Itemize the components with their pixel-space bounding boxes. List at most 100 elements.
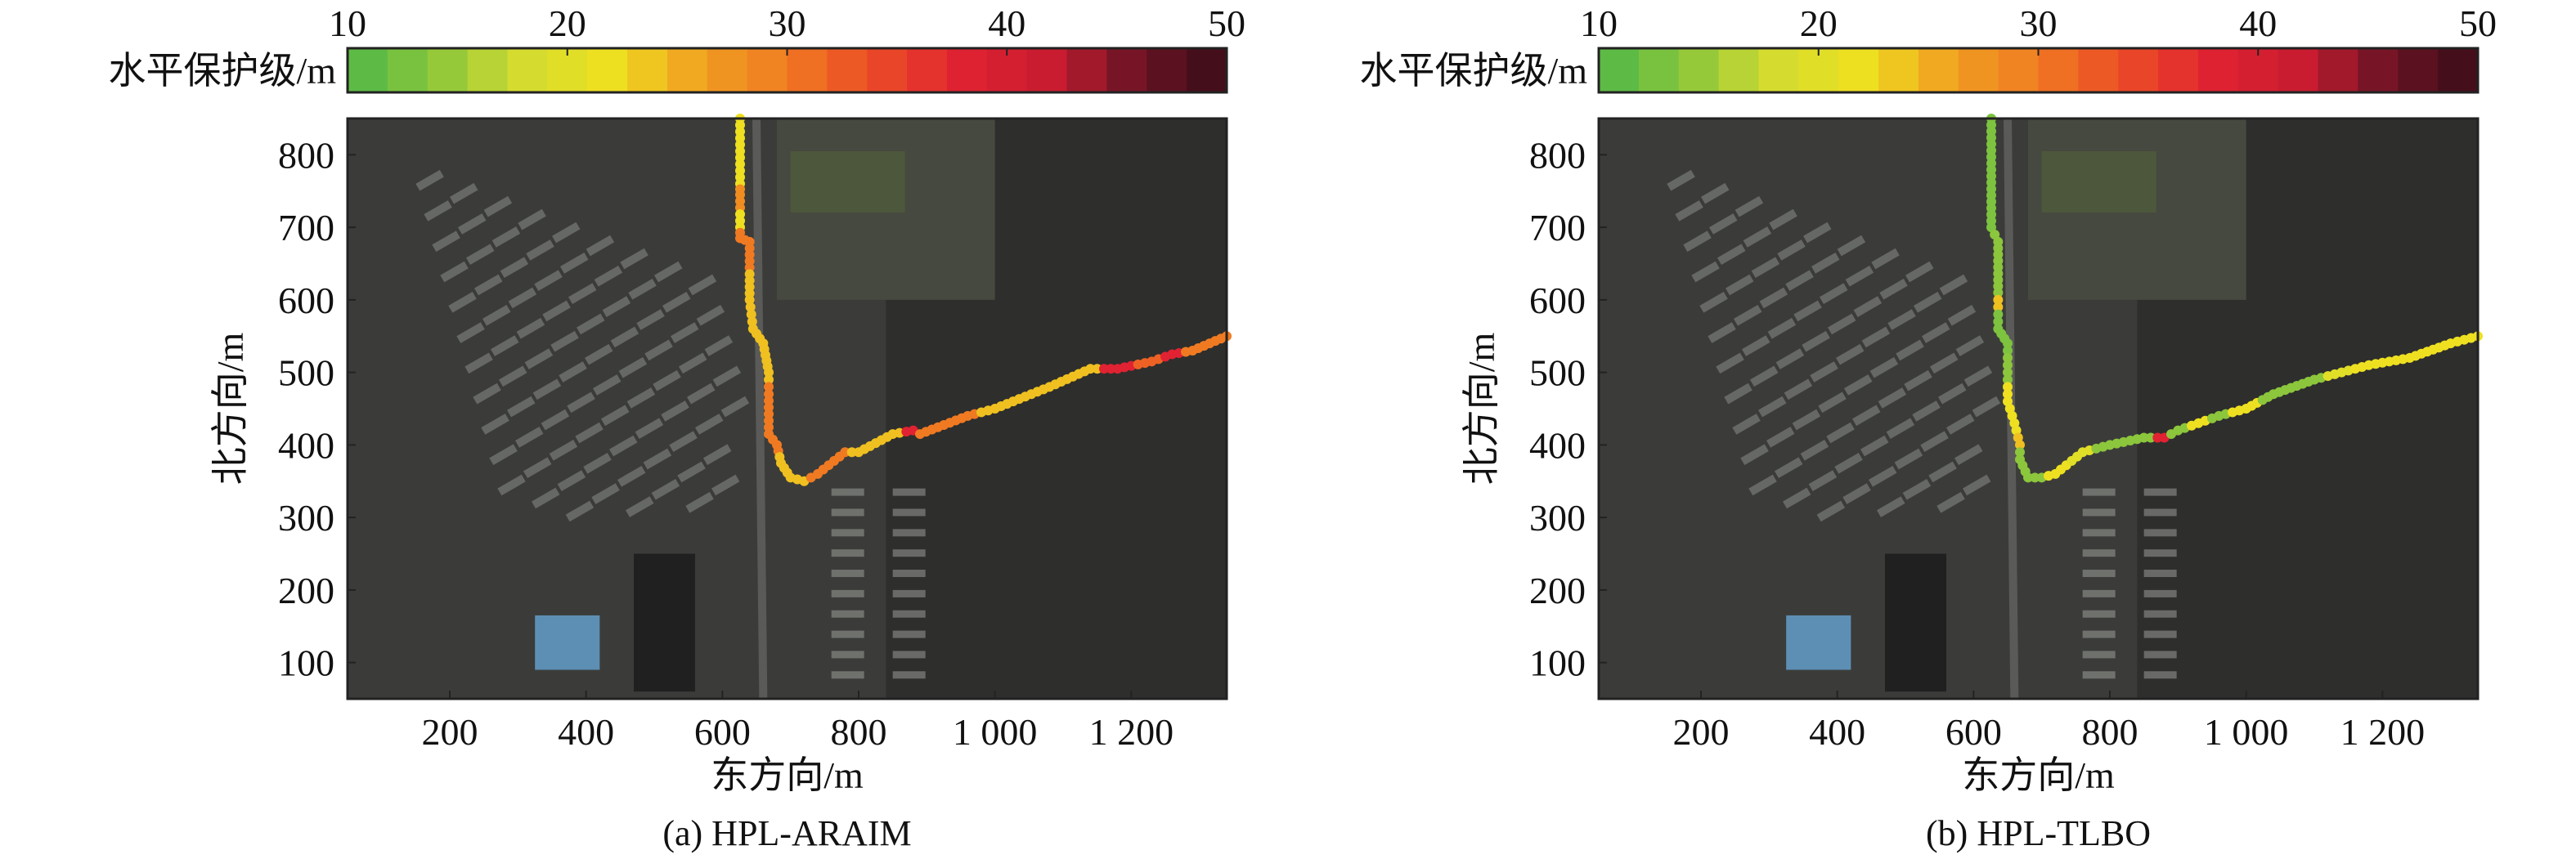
map-building: [1816, 500, 1846, 522]
map-building: [678, 352, 707, 374]
map-building: [1826, 422, 1855, 444]
map-building: [508, 287, 537, 309]
map-building: [549, 440, 578, 461]
map-building: [1886, 418, 1915, 440]
map-building: [662, 291, 691, 313]
trajectory-point: [745, 302, 756, 312]
map-building: [720, 396, 750, 418]
trajectory-point: [746, 309, 756, 320]
xlabel: 东方向/m: [711, 754, 864, 796]
colorbar-segment: [1147, 48, 1188, 92]
map-building: [1820, 283, 1848, 304]
colorbar-tick-label: 50: [1208, 2, 1245, 44]
x-tick-label: 400: [1809, 711, 1865, 753]
y-tick-label: 300: [1529, 497, 1586, 539]
map-building: [2082, 570, 2116, 578]
colorbar-tick-label: 40: [2239, 2, 2277, 44]
map-building: [1869, 356, 1899, 378]
map-building: [1818, 391, 1847, 414]
colorbar-segment: [1878, 48, 1919, 92]
map-building: [892, 488, 926, 496]
map-building: [524, 348, 554, 369]
map-building: [593, 374, 622, 396]
map-building: [464, 352, 493, 374]
colorbar-segment: [787, 48, 828, 92]
map-building: [523, 457, 552, 478]
map-building: [1936, 491, 1965, 513]
map-building: [1837, 235, 1866, 257]
map-building: [2082, 651, 2116, 659]
colorbar-segment: [707, 48, 748, 92]
map-building: [557, 470, 586, 491]
colorbar-segment: [467, 48, 509, 92]
xlabel: 东方向/m: [1962, 754, 2115, 796]
map-building: [1922, 322, 1950, 343]
map-building: [2143, 570, 2177, 578]
map-building: [458, 213, 487, 235]
y-tick-label: 500: [1529, 352, 1586, 394]
colorbar-segment: [627, 48, 668, 92]
chart-title: (a) HPL-ARAIM: [662, 813, 911, 853]
map-green-area: [790, 151, 905, 213]
map-building: [1758, 396, 1787, 418]
colorbar-segment: [2438, 48, 2479, 92]
map-building: [1828, 313, 1856, 335]
map-building: [1675, 200, 1703, 221]
y-tick-label: 100: [278, 642, 334, 684]
colorbar-tick-label: 30: [2020, 2, 2058, 44]
map-building: [2143, 508, 2177, 517]
map-building: [626, 387, 656, 409]
map-building: [1928, 461, 1957, 483]
colorbar-tick-label: 50: [2459, 2, 2497, 44]
map-building: [2082, 529, 2116, 537]
colorbar-tick-label: 20: [549, 2, 586, 44]
colorbar-segment: [2278, 48, 2319, 92]
map-building: [1732, 414, 1761, 435]
map-building: [1701, 182, 1730, 204]
y-tick-label: 700: [278, 207, 334, 248]
colorbar-segment: [1599, 48, 1640, 92]
trajectory-point: [2138, 432, 2149, 443]
map-building: [415, 169, 444, 191]
map-building: [2082, 671, 2116, 679]
map-building: [1785, 270, 1814, 292]
x-tick-label: 400: [558, 711, 614, 753]
map-building: [831, 671, 864, 679]
map-building: [1759, 287, 1788, 309]
map-building: [1750, 365, 1779, 387]
trajectory-point: [747, 316, 757, 327]
map-building: [2082, 630, 2116, 638]
map-building: [892, 508, 926, 517]
colorbar-segment: [747, 48, 788, 92]
map-building: [643, 448, 672, 470]
map-building: [1691, 261, 1720, 283]
map-building: [1963, 474, 1991, 496]
map-building: [541, 409, 570, 431]
colorbar-segment: [2318, 48, 2359, 92]
trajectory-point: [1993, 316, 2004, 327]
map-building: [1811, 253, 1840, 274]
ylabel: 北方向/m: [209, 333, 251, 485]
map-building: [626, 496, 654, 517]
map-building: [534, 270, 563, 292]
map-building: [704, 335, 734, 356]
map-building: [466, 244, 495, 266]
y-tick-label: 100: [1529, 642, 1586, 684]
map-building: [1853, 296, 1883, 317]
colorbar-segment: [907, 48, 948, 92]
map-building: [1716, 352, 1744, 374]
map-building: [575, 422, 604, 444]
y-tick-label: 200: [278, 570, 334, 611]
trajectory-point: [1993, 288, 2004, 298]
map-building: [892, 529, 926, 537]
map-building: [695, 414, 724, 435]
map-building: [1939, 274, 1968, 296]
map-building: [1740, 444, 1769, 466]
map-building: [585, 343, 613, 365]
map-building: [636, 309, 665, 330]
trajectory-point: [764, 367, 774, 378]
map-building: [685, 491, 714, 513]
colorbar-label: 水平保护级/m: [108, 50, 336, 92]
map-building: [560, 253, 589, 274]
map-building: [577, 313, 605, 335]
